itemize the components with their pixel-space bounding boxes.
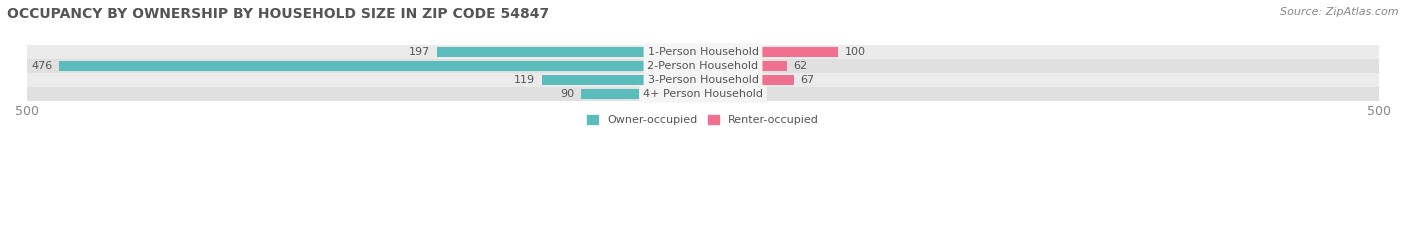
Bar <box>27 59 1379 73</box>
Text: 62: 62 <box>793 61 807 71</box>
Bar <box>703 61 787 71</box>
Bar <box>703 89 727 99</box>
Bar <box>543 75 703 85</box>
Text: 2-Person Household: 2-Person Household <box>647 61 759 71</box>
Text: 4+ Person Household: 4+ Person Household <box>643 89 763 99</box>
Bar <box>27 87 1379 101</box>
Bar <box>703 75 793 85</box>
Bar <box>581 89 703 99</box>
Legend: Owner-occupied, Renter-occupied: Owner-occupied, Renter-occupied <box>582 110 824 130</box>
Bar <box>27 73 1379 87</box>
Text: 119: 119 <box>515 75 536 85</box>
Bar <box>27 45 1379 59</box>
Text: 476: 476 <box>31 61 52 71</box>
Text: 3-Person Household: 3-Person Household <box>648 75 758 85</box>
Bar <box>59 61 703 71</box>
Text: OCCUPANCY BY OWNERSHIP BY HOUSEHOLD SIZE IN ZIP CODE 54847: OCCUPANCY BY OWNERSHIP BY HOUSEHOLD SIZE… <box>7 7 550 21</box>
Text: Source: ZipAtlas.com: Source: ZipAtlas.com <box>1281 7 1399 17</box>
Bar <box>703 47 838 57</box>
Bar <box>437 47 703 57</box>
Text: 90: 90 <box>561 89 575 99</box>
Text: 1-Person Household: 1-Person Household <box>648 47 758 57</box>
Text: 67: 67 <box>800 75 814 85</box>
Text: 18: 18 <box>734 89 748 99</box>
Text: 197: 197 <box>409 47 430 57</box>
Text: 100: 100 <box>845 47 866 57</box>
